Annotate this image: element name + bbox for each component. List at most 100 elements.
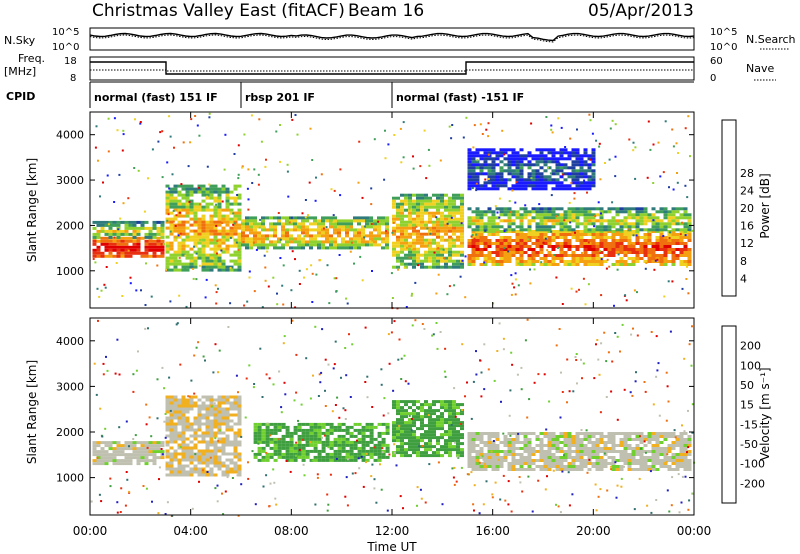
power-cell-5	[643, 245, 648, 248]
velocity-cell-4	[567, 456, 572, 459]
power-cell-5	[591, 239, 596, 242]
power-cell-7	[467, 172, 472, 176]
power-scatter-point	[501, 129, 504, 132]
power-cell-6	[483, 213, 488, 217]
power-cell-5	[531, 251, 536, 254]
power-cell-5	[475, 254, 480, 257]
velocity-cell-0	[152, 456, 157, 460]
velocity-cell-3	[440, 445, 444, 449]
velocity-cell-4	[527, 432, 532, 435]
power-cell-5	[563, 242, 568, 245]
power-scatter-point	[605, 267, 608, 270]
power-scatter-point	[570, 287, 573, 290]
velocity-cell-4	[471, 468, 476, 471]
power-cell-7	[491, 178, 496, 182]
power-cell-7	[591, 160, 596, 164]
power-cell-6	[599, 225, 604, 229]
velocity-cell-3	[412, 403, 416, 407]
power-cell-5	[587, 248, 592, 251]
power-cell-6	[647, 213, 652, 217]
power-cell-3	[277, 219, 281, 223]
power-cell-2	[205, 235, 210, 239]
velocity-cell-3	[408, 445, 412, 449]
power-cell-2	[181, 187, 186, 191]
velocity-cell-3	[400, 400, 404, 404]
power-cell-6	[635, 222, 640, 226]
power-cell-4	[420, 238, 424, 242]
power-cell-5	[583, 245, 588, 248]
velocity-scatter-point	[303, 474, 306, 477]
velocity-cell-2	[301, 455, 306, 459]
power-scatter-point	[451, 124, 454, 126]
velocity-cell-2	[377, 449, 382, 453]
power-scatter-point	[433, 251, 436, 254]
velocity-cell-0	[140, 456, 145, 460]
power-cell-3	[309, 243, 313, 247]
power-cell-1	[116, 232, 121, 236]
power-cell-6	[487, 228, 492, 232]
power-cell-4	[448, 220, 452, 224]
power-cell-6	[631, 213, 636, 217]
power-cell-7	[571, 163, 576, 167]
power-scatter-point	[484, 229, 487, 232]
power-cell-1	[152, 235, 157, 239]
power-cell-5	[671, 251, 676, 254]
power-cell-5	[607, 251, 612, 254]
velocity-cell-4	[671, 441, 676, 444]
velocity-cell-0	[140, 447, 145, 451]
power-cell-7	[535, 148, 540, 152]
power-cell-0	[148, 248, 153, 252]
power-cell-3	[337, 243, 341, 247]
power-cell-4	[400, 193, 404, 197]
velocity-cell-4	[623, 456, 628, 459]
power-cell-5	[515, 242, 520, 245]
power-scatter-point	[608, 158, 611, 161]
power-cell-6	[667, 219, 672, 223]
power-scatter-point	[573, 197, 576, 200]
power-cell-7	[467, 160, 472, 164]
power-cell-2	[205, 268, 210, 272]
velocity-cell-4	[599, 447, 604, 450]
power-cell-7	[587, 184, 592, 188]
velocity-cell-0	[96, 441, 101, 445]
power-cell-2	[209, 268, 214, 272]
power-cell-6	[651, 225, 656, 229]
velocity-cell-4	[523, 450, 528, 453]
velocity-cell-3	[456, 445, 460, 449]
power-cell-5	[535, 236, 540, 239]
power-scatter-point	[453, 284, 456, 287]
velocity-cell-4	[611, 444, 616, 447]
power-cell-6	[499, 207, 504, 211]
velocity-cell-1	[193, 437, 198, 441]
velocity-scatter-point	[128, 445, 130, 448]
velocity-cell-0	[132, 456, 137, 460]
power-cell-7	[491, 151, 496, 155]
power-cell-3	[329, 225, 333, 229]
power-cell-5	[515, 245, 520, 248]
power-scatter-point	[481, 133, 484, 135]
power-cell-4	[448, 205, 452, 209]
power-cell-7	[483, 148, 488, 152]
power-cell-2	[221, 187, 226, 191]
velocity-cell-1	[225, 434, 230, 438]
velocity-cell-0	[148, 450, 153, 454]
power-cell-2	[169, 205, 174, 209]
velocity-cell-1	[237, 434, 242, 438]
velocity-cell-3	[440, 448, 444, 452]
velocity-scatter-point	[381, 447, 384, 450]
power-cell-0	[100, 242, 105, 246]
power-cell-1	[128, 223, 133, 227]
power-cell-4	[448, 235, 452, 239]
power-scatter-point	[384, 129, 386, 132]
power-scatter-point	[627, 208, 630, 211]
power-scatter-point	[276, 303, 279, 306]
velocity-cell-4	[595, 447, 600, 450]
power-cell-6	[587, 222, 592, 226]
velocity-cell-2	[313, 449, 318, 453]
power-cell-5	[519, 251, 524, 254]
power-cell-5	[507, 251, 512, 254]
power-cell-2	[209, 196, 214, 200]
power-cell-1	[148, 229, 153, 233]
power-cell-4	[424, 208, 428, 212]
freq-label-line1: Freq.	[18, 52, 45, 65]
